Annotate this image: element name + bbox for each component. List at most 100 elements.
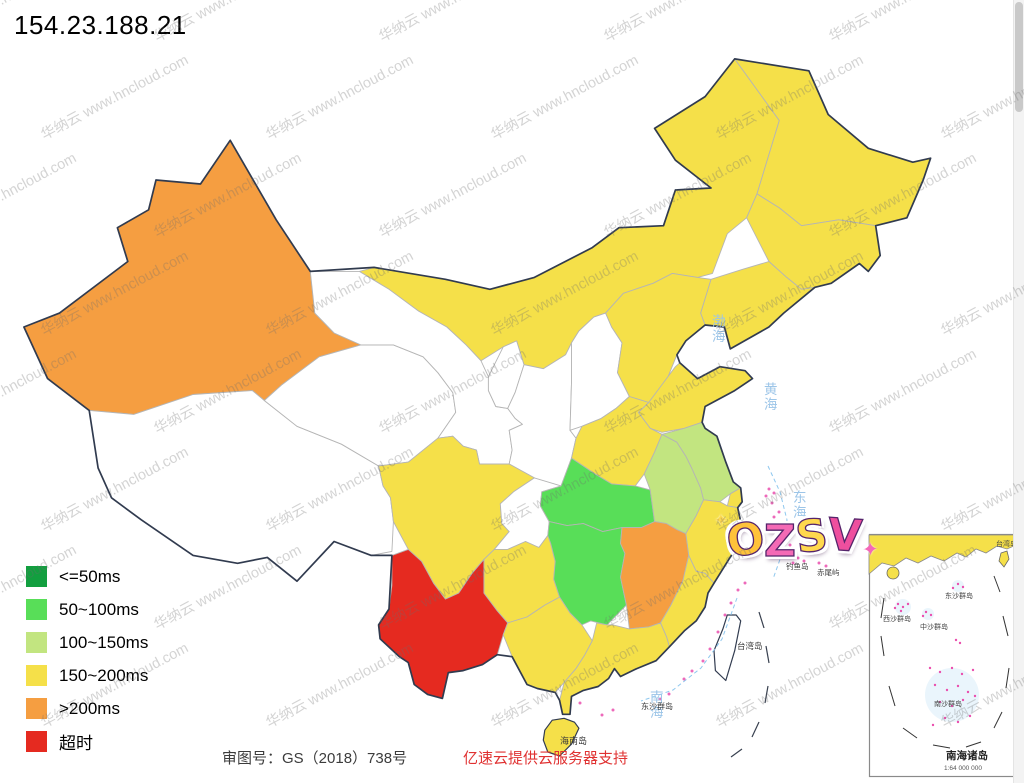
island-dot <box>578 701 582 705</box>
inset-sea-halo <box>952 580 964 592</box>
inset-island-dot <box>899 609 903 613</box>
island-dot <box>682 677 686 681</box>
inset-island-dot <box>956 582 960 586</box>
inset-sea-halo <box>925 668 979 722</box>
island-dot <box>743 581 747 585</box>
island-dot <box>781 547 785 551</box>
legend-swatch <box>26 599 47 620</box>
nine-dash-segment <box>751 721 760 738</box>
territorial-sea-line <box>767 465 788 580</box>
inset-label: 中沙群岛 <box>920 622 948 631</box>
island-dot <box>802 559 806 563</box>
inset-sea-halo <box>922 608 934 620</box>
scrollbar-thumb[interactable] <box>1015 2 1023 112</box>
inset-label: 南沙群岛 <box>934 699 962 708</box>
sticker-letter: V <box>826 509 865 564</box>
legend-swatch <box>26 698 47 719</box>
inset-island-dot <box>928 666 932 670</box>
island-dot <box>770 501 774 505</box>
page-title: 154.23.188.21 <box>14 10 187 40</box>
legend-label: 50~100ms <box>59 599 139 619</box>
island-label: 赤尾屿 <box>817 568 840 577</box>
inset-nine-dash-segment <box>1002 615 1009 637</box>
inset-island-dot <box>893 606 897 610</box>
inset-island-dot <box>929 613 933 617</box>
sea-label: 黄海 <box>764 382 778 412</box>
island-dot <box>796 556 800 560</box>
island-dot <box>701 659 705 663</box>
inset-island-dot <box>906 602 910 606</box>
inset-island-dot <box>973 694 977 698</box>
inset-island-dot <box>896 602 900 606</box>
island-dot <box>667 692 671 696</box>
inset-island-dot <box>956 684 960 688</box>
inset-island-dot <box>951 586 955 590</box>
inset-label: 西沙群岛 <box>883 614 911 623</box>
inset-nine-dash-segment <box>993 711 1003 729</box>
island-dot <box>690 669 694 673</box>
legend-swatch <box>26 665 47 686</box>
island-dot <box>708 647 712 651</box>
sea-label: 南海 <box>650 690 664 720</box>
island-dot <box>784 536 788 540</box>
island-dot <box>658 697 662 701</box>
nine-dash-segment <box>764 685 769 704</box>
inset-nine-dash-segment <box>902 727 918 739</box>
inset-label: 台湾岛 <box>996 539 1017 548</box>
inset-nine-dash-segment <box>932 744 951 749</box>
legend-item: 超时 <box>26 731 148 753</box>
ozsv-sticker: ✦ ✦ OZSV <box>713 509 879 569</box>
province-hainan[interactable] <box>542 717 580 757</box>
island-dot <box>788 543 792 547</box>
map-approval-number: 审图号：GS（2018）738号 <box>222 750 408 767</box>
inset-island-dot <box>961 698 965 702</box>
province-taiwan[interactable] <box>713 614 742 682</box>
star-icon: ✦ <box>861 538 880 562</box>
china-national-outline <box>23 58 932 716</box>
provider-note: 亿速云提供云服务器支持 <box>463 750 629 767</box>
inset-island-dot <box>956 720 960 724</box>
island-dot <box>729 601 733 605</box>
nine-dash-segment <box>765 645 770 664</box>
island-dot <box>777 510 781 514</box>
legend: <=50ms 50~100ms 100~150ms 150~200ms >200ms 超时 <box>26 566 148 764</box>
inset-label: 东沙群岛 <box>945 591 973 600</box>
inset-nine-dash-segment <box>993 575 1001 593</box>
legend-label: 100~150ms <box>59 632 149 652</box>
inset-island-dot <box>966 690 970 694</box>
inset-island-dot <box>931 723 935 727</box>
inset-island-dot <box>901 605 905 609</box>
inset-island-dot <box>938 670 942 674</box>
inset-taiwan <box>998 550 1010 568</box>
island-dot <box>736 588 740 592</box>
inset-nine-dash-segment <box>880 597 885 619</box>
island-dot <box>600 713 604 717</box>
legend-item: 150~200ms <box>26 665 148 686</box>
sea-label: 渤海 <box>712 314 726 344</box>
sea-label: 东海 <box>793 490 807 520</box>
island-label: 台湾岛 <box>737 641 763 651</box>
inset-island-dot <box>924 610 928 614</box>
territorial-sea-line <box>640 597 738 702</box>
inset-island-dot <box>950 666 954 670</box>
inset-island-dot <box>933 683 937 687</box>
scrollbar-track <box>1013 0 1024 783</box>
island-dot <box>817 561 821 565</box>
legend-label: 超时 <box>59 734 93 753</box>
inset-island-dot <box>921 614 925 618</box>
inset-island-dot <box>950 704 954 708</box>
legend-item: 100~150ms <box>26 632 148 653</box>
inset-island-dot <box>960 672 964 676</box>
island-label: 海南岛 <box>560 735 587 746</box>
inset-island-dot <box>943 716 947 720</box>
inset-hainan <box>886 566 900 580</box>
inset-island-dot <box>968 714 972 718</box>
island-dot <box>611 708 615 712</box>
legend-item: >200ms <box>26 698 148 719</box>
legend-label: <=50ms <box>59 566 121 586</box>
inset-island-dot <box>945 688 949 692</box>
island-dot <box>772 491 776 495</box>
legend-label: >200ms <box>59 698 120 718</box>
sticker-letter: Z <box>764 515 797 567</box>
